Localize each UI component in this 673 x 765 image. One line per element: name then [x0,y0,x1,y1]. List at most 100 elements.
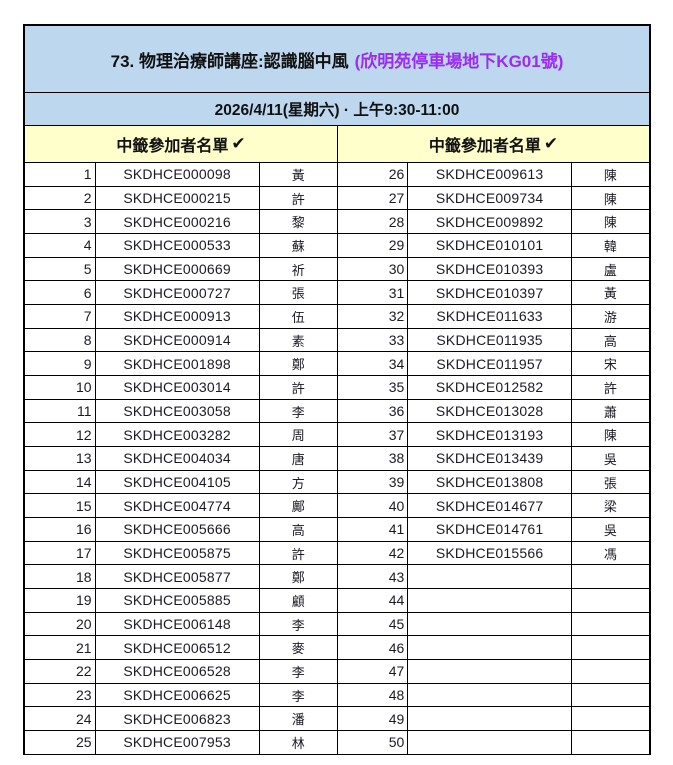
row-number-cell: 9 [83,355,92,372]
ticket-code-cell: SKDHCE007953 [94,731,260,754]
row-number-cell: 20 [75,616,92,633]
row-number-cell: 44 [388,592,405,609]
row-number-cell: 41 [388,521,405,538]
winners-column-left: 1 SKDHCE000098 黃 2 SKDHCE000215 許 3 SKDH… [25,162,337,754]
table-row: 8 SKDHCE000914 素 [25,327,337,352]
table-row: 42 SKDHCE015566 馮 [338,540,649,565]
ticket-code-cell: SKDHCE000098 [94,163,260,186]
ticket-code-cell [407,660,572,683]
ticket-code-cell: SKDHCE009734 [407,186,572,210]
table-row: 29 SKDHCE010101 韓 [338,233,649,257]
row-number-cell: 39 [388,474,405,491]
surname-cell: 高 [291,522,305,538]
ticket-code-cell: SKDHCE014677 [407,494,572,518]
surname-cell: 許 [291,546,305,562]
table-row: 25 SKDHCE007953 林 [25,730,337,754]
ticket-code-cell: SKDHCE000913 [94,305,260,328]
row-number-cell: 34 [388,355,405,372]
row-number-cell: 50 [388,734,405,751]
row-number-cell: 8 [83,332,92,349]
list-header-row: 中籤參加者名單 ✔ 中籤參加者名單 ✔ [25,125,649,162]
row-number-cell: 45 [388,616,405,633]
event-location: (欣明苑停車場地下KG01號) [354,51,564,71]
table-row: 35 SKDHCE012582 許 [338,375,649,399]
row-number-cell: 19 [75,592,92,609]
surname-cell: 方 [291,475,305,491]
row-number-cell: 48 [388,687,405,704]
surname-cell: 鄭 [291,570,305,586]
ticket-code-cell: SKDHCE003282 [94,423,260,447]
table-row: 20 SKDHCE006148 李 [25,611,337,636]
table-row: 43 [338,564,649,589]
surname-cell: 林 [291,735,305,751]
surname-cell: 李 [291,688,305,704]
ticket-code-cell: SKDHCE006823 [94,707,260,731]
ticket-code-cell: SKDHCE005877 [94,565,260,589]
table-row: 46 [338,635,649,660]
surname-cell [572,684,649,707]
surname-cell: 李 [291,617,305,633]
table-row: 3 SKDHCE000216 黎 [25,209,337,234]
table-row: 11 SKDHCE003058 李 [25,398,337,423]
row-number-cell: 47 [388,663,405,680]
surname-cell: 游 [603,309,617,325]
row-number-cell: 22 [75,663,92,680]
table-row: 44 [338,588,649,612]
table-row: 19 SKDHCE005885 顧 [25,588,337,612]
surname-cell: 李 [291,404,305,420]
table-row: 37 SKDHCE013193 陳 [338,422,649,447]
surname-cell: 陳 [603,215,617,231]
surname-cell: 許 [291,380,305,396]
surname-cell: 陳 [603,167,617,183]
surname-cell: 吳 [603,522,617,538]
ticket-code-cell: SKDHCE012582 [407,376,572,399]
ticket-code-cell: SKDHCE013028 [407,399,572,423]
list-header-label: 中籤參加者名單 [116,138,229,155]
ticket-code-cell: SKDHCE000215 [94,186,260,210]
ticket-code-cell: SKDHCE004105 [94,470,260,494]
surname-cell: 伍 [291,309,305,325]
ticket-code-cell: SKDHCE005666 [94,518,260,541]
table-row: 49 [338,706,649,731]
row-number-cell: 10 [75,379,92,396]
table-row: 18 SKDHCE005877 鄭 [25,564,337,589]
surname-cell: 盧 [603,262,617,278]
ticket-code-cell [407,707,572,731]
ticket-code-cell: SKDHCE013808 [407,470,572,494]
table-row: 45 [338,611,649,636]
surname-cell: 素 [291,333,305,349]
row-number-cell: 4 [83,237,92,254]
ticket-code-cell: SKDHCE010397 [407,281,572,305]
surname-cell: 陳 [603,428,617,444]
surname-cell: 黎 [291,215,305,231]
event-title: 73. 物理治療師講座:認識腦中風 [110,51,349,71]
surname-cell: 周 [291,428,305,444]
ticket-code-cell: SKDHCE005885 [94,589,260,612]
table-row: 16 SKDHCE005666 高 [25,517,337,541]
surname-cell: 許 [291,191,305,207]
ticket-code-cell: SKDHCE004034 [94,447,260,470]
row-number-cell: 12 [75,426,92,443]
list-header-label: 中籤參加者名單 [428,138,541,155]
winners-column-right: 26 SKDHCE009613 陳 27 SKDHCE009734 陳 28 S… [337,162,649,754]
row-number-cell: 27 [388,190,405,206]
surname-cell: 麥 [291,641,305,657]
row-number-cell: 38 [388,450,405,467]
row-number-cell: 13 [75,450,92,467]
table-row: 32 SKDHCE011633 游 [338,304,649,328]
surname-cell [572,613,649,636]
surname-cell: 高 [603,333,617,349]
table-row: 38 SKDHCE013439 吳 [338,446,649,470]
ticket-code-cell: SKDHCE011957 [407,352,572,376]
surname-cell: 梁 [603,499,617,515]
surname-cell: 馮 [603,546,617,562]
row-number-cell: 36 [388,403,405,420]
row-number-cell: 3 [83,213,92,230]
surname-cell: 鄭 [291,357,305,373]
table-row: 28 SKDHCE009892 陳 [338,209,649,234]
table-row: 39 SKDHCE013808 張 [338,469,649,494]
table-row: 41 SKDHCE014761 吳 [338,517,649,541]
ticket-code-cell: SKDHCE003014 [94,376,260,399]
table-row: 2 SKDHCE000215 許 [25,185,337,210]
event-title-row: 73. 物理治療師講座:認識腦中風 (欣明苑停車場地下KG01號) [25,26,649,92]
